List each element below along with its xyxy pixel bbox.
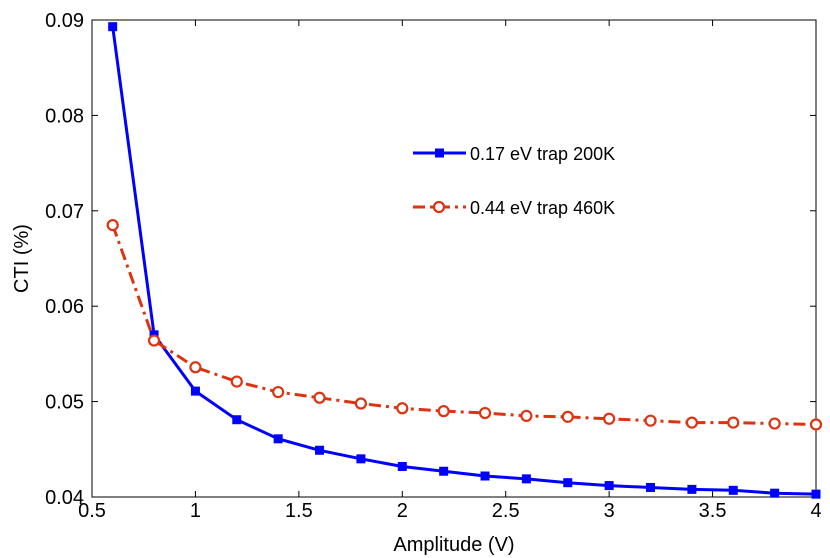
data-point xyxy=(190,386,200,396)
x-tick-label: 0.5 xyxy=(78,500,106,522)
x-tick-label: 2 xyxy=(397,500,408,522)
x-tick-label: 2.5 xyxy=(492,500,520,522)
data-point xyxy=(520,409,533,423)
series-line-0 xyxy=(111,26,817,496)
series-layer xyxy=(106,22,823,499)
data-point xyxy=(521,474,531,484)
data-point xyxy=(811,489,821,499)
y-axis-label: CTI (%) xyxy=(11,224,33,293)
x-tick-label: 1.5 xyxy=(285,500,313,522)
data-point xyxy=(604,481,614,491)
y-tick-label: 0.06 xyxy=(45,296,84,318)
legend-marker-0 xyxy=(435,148,444,158)
data-point xyxy=(439,466,449,476)
y-tick-label: 0.05 xyxy=(45,392,84,414)
axis-ticks: 0.5 1 1.5 2 2.5 3 3.5 4 0.04 0.05 0.06 0.07 0.08 0.09 xyxy=(45,10,822,522)
data-point xyxy=(563,478,573,488)
data-point xyxy=(230,375,243,388)
data-point xyxy=(272,385,285,399)
x-tick-label: 3.5 xyxy=(699,500,727,522)
data-point xyxy=(273,434,283,444)
data-point xyxy=(478,406,492,420)
data-point xyxy=(646,482,656,492)
series-line-1 xyxy=(111,224,817,426)
data-point xyxy=(356,454,366,464)
data-point xyxy=(727,416,740,429)
data-point xyxy=(561,410,574,423)
y-tick-label: 0.09 xyxy=(45,10,84,32)
x-tick-label: 3 xyxy=(604,500,615,522)
data-point xyxy=(313,391,326,404)
data-point xyxy=(106,219,119,232)
legend-label-0: 0.17 eV trap 200K xyxy=(470,144,615,164)
plot-frame xyxy=(91,19,817,498)
data-point xyxy=(685,416,698,429)
x-axis-label: Amplitude (V) xyxy=(393,534,514,556)
data-point xyxy=(397,461,407,471)
y-tick-label: 0.08 xyxy=(45,105,84,127)
legend: 0.17 eV trap 200K 0.44 eV trap 460K xyxy=(413,144,615,218)
data-point xyxy=(728,485,738,495)
data-point xyxy=(315,445,325,455)
y-tick-label: 0.04 xyxy=(45,487,84,509)
data-point xyxy=(603,412,616,425)
data-point xyxy=(147,334,161,347)
x-tick-label: 1 xyxy=(190,500,201,522)
legend-marker-1 xyxy=(432,200,446,214)
y-tick-label: 0.07 xyxy=(45,201,84,223)
data-point xyxy=(108,22,118,32)
data-point xyxy=(809,418,823,431)
data-point xyxy=(480,471,490,481)
data-point xyxy=(687,484,697,494)
data-point xyxy=(770,488,780,498)
legend-entry-1: 0.44 eV trap 460K xyxy=(413,198,615,218)
data-point xyxy=(232,415,242,425)
legend-entry-0: 0.17 eV trap 200K xyxy=(413,144,615,164)
data-point xyxy=(768,417,781,430)
data-point xyxy=(437,405,450,418)
data-point xyxy=(189,361,202,374)
x-tick-label: 4 xyxy=(810,500,821,522)
data-point xyxy=(354,397,368,410)
legend-label-1: 0.44 eV trap 460K xyxy=(470,198,615,218)
data-point xyxy=(396,402,409,415)
data-point xyxy=(644,414,657,427)
